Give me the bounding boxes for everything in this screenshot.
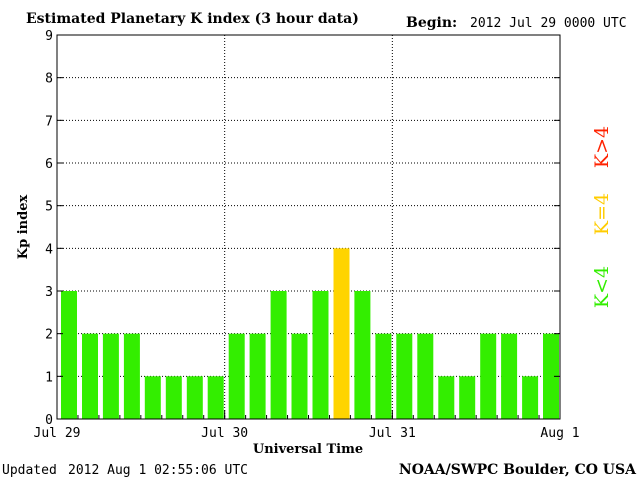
kp-bar (459, 376, 476, 419)
kp-bar (123, 333, 140, 419)
y-axis-label: Kp index (16, 195, 31, 260)
kp-bar (501, 333, 518, 419)
legend-k-above-4: K>4 (591, 126, 613, 168)
kp-bar (82, 333, 98, 419)
kp-bar (354, 291, 371, 419)
y-tick-label: 3 (45, 285, 53, 300)
y-tick-label: 4 (45, 242, 53, 257)
y-tick-label: 2 (45, 328, 53, 343)
x-tick-label: Jul 29 (34, 426, 81, 441)
updated-value: 2012 Aug 1 02:55:06 UTC (68, 463, 248, 478)
y-tick-label: 8 (45, 72, 53, 87)
kp-bar (333, 248, 350, 419)
y-tick-label: 7 (45, 114, 53, 129)
begin-value: 2012 Jul 29 0000 UTC (470, 16, 627, 31)
chart-title: Estimated Planetary K index (3 hour data… (26, 11, 359, 27)
y-tick-label: 9 (45, 29, 53, 44)
kp-bar (396, 333, 413, 419)
kp-bar (522, 376, 539, 419)
gridlines (57, 35, 560, 419)
y-axis: 0 1 2 3 4 5 6 7 8 9 (45, 29, 560, 428)
bars-group (61, 248, 559, 419)
kp-bar (144, 376, 161, 419)
begin-label: Begin: (406, 15, 457, 31)
legend-k-equal-4: K=4 (591, 193, 613, 235)
updated-label: Updated (2, 463, 57, 478)
x-axis-label: Universal Time (253, 442, 363, 457)
kp-bar (438, 376, 455, 419)
kp-bar (543, 333, 559, 419)
kp-bar (165, 376, 182, 419)
kp-bar (249, 333, 266, 419)
credit-text: NOAA/SWPC Boulder, CO USA (399, 462, 637, 478)
y-tick-label: 1 (45, 370, 53, 385)
kp-bar (291, 333, 308, 419)
kp-bar (61, 291, 77, 419)
x-tick-label: Jul 31 (369, 426, 416, 441)
kp-bar (312, 291, 329, 419)
kp-bar (207, 376, 224, 419)
x-tick-label: Aug 1 (540, 426, 579, 441)
y-tick-label: 6 (45, 157, 53, 172)
kp-bar (270, 291, 287, 419)
kp-bar (480, 333, 497, 419)
kp-bar (228, 333, 245, 419)
legend-k-below-4: K<4 (591, 266, 613, 308)
y-tick-label: 0 (45, 413, 53, 428)
x-axis: Jul 29 Jul 30 Jul 31 Aug 1 (34, 410, 580, 441)
kp-bar (375, 333, 392, 419)
kp-bar (186, 376, 203, 419)
kp-bar (417, 333, 434, 419)
y-tick-label: 5 (45, 200, 53, 215)
kp-bar (102, 333, 119, 419)
x-tick-label: Jul 30 (201, 426, 248, 441)
